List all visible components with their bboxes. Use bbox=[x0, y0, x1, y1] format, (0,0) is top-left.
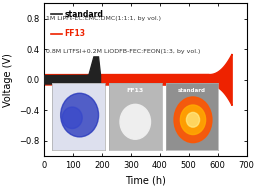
Polygon shape bbox=[44, 54, 232, 106]
Legend: standard, FF13: standard, FF13 bbox=[48, 7, 107, 41]
X-axis label: Time (h): Time (h) bbox=[125, 176, 166, 186]
Polygon shape bbox=[44, 57, 101, 97]
Text: 1M LiPF₆-EC:EMC:DMC(1:1:1, by vol.): 1M LiPF₆-EC:EMC:DMC(1:1:1, by vol.) bbox=[46, 16, 161, 21]
Y-axis label: Voltage (V): Voltage (V) bbox=[3, 53, 13, 107]
Text: 0.8M LiTFSI+0.2M LiODFB-FEC:FEON(1:3, by vol.): 0.8M LiTFSI+0.2M LiODFB-FEC:FEON(1:3, by… bbox=[46, 49, 200, 54]
